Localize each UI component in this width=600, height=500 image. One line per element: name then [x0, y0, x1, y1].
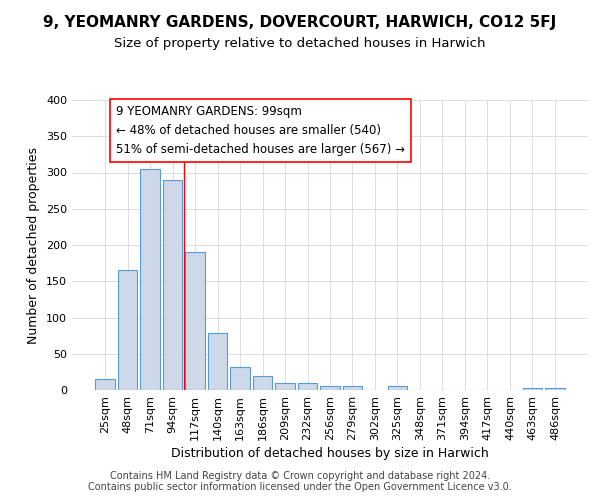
- Bar: [118, 270, 137, 390]
- Bar: [95, 379, 115, 390]
- X-axis label: Distribution of detached houses by size in Harwich: Distribution of detached houses by size …: [171, 447, 489, 460]
- Bar: [163, 180, 182, 390]
- Bar: [523, 388, 542, 390]
- Bar: [275, 383, 295, 390]
- Text: 9 YEOMANRY GARDENS: 99sqm
← 48% of detached houses are smaller (540)
51% of semi: 9 YEOMANRY GARDENS: 99sqm ← 48% of detac…: [116, 105, 405, 156]
- Bar: [208, 332, 227, 390]
- Bar: [253, 376, 272, 390]
- Bar: [140, 169, 160, 390]
- Bar: [230, 367, 250, 390]
- Bar: [545, 388, 565, 390]
- Text: Contains HM Land Registry data © Crown copyright and database right 2024.
Contai: Contains HM Land Registry data © Crown c…: [88, 471, 512, 492]
- Text: Size of property relative to detached houses in Harwich: Size of property relative to detached ho…: [114, 38, 486, 51]
- Y-axis label: Number of detached properties: Number of detached properties: [28, 146, 40, 344]
- Bar: [320, 386, 340, 390]
- Text: 9, YEOMANRY GARDENS, DOVERCOURT, HARWICH, CO12 5FJ: 9, YEOMANRY GARDENS, DOVERCOURT, HARWICH…: [43, 15, 557, 30]
- Bar: [298, 383, 317, 390]
- Bar: [343, 386, 362, 390]
- Bar: [185, 252, 205, 390]
- Bar: [388, 386, 407, 390]
